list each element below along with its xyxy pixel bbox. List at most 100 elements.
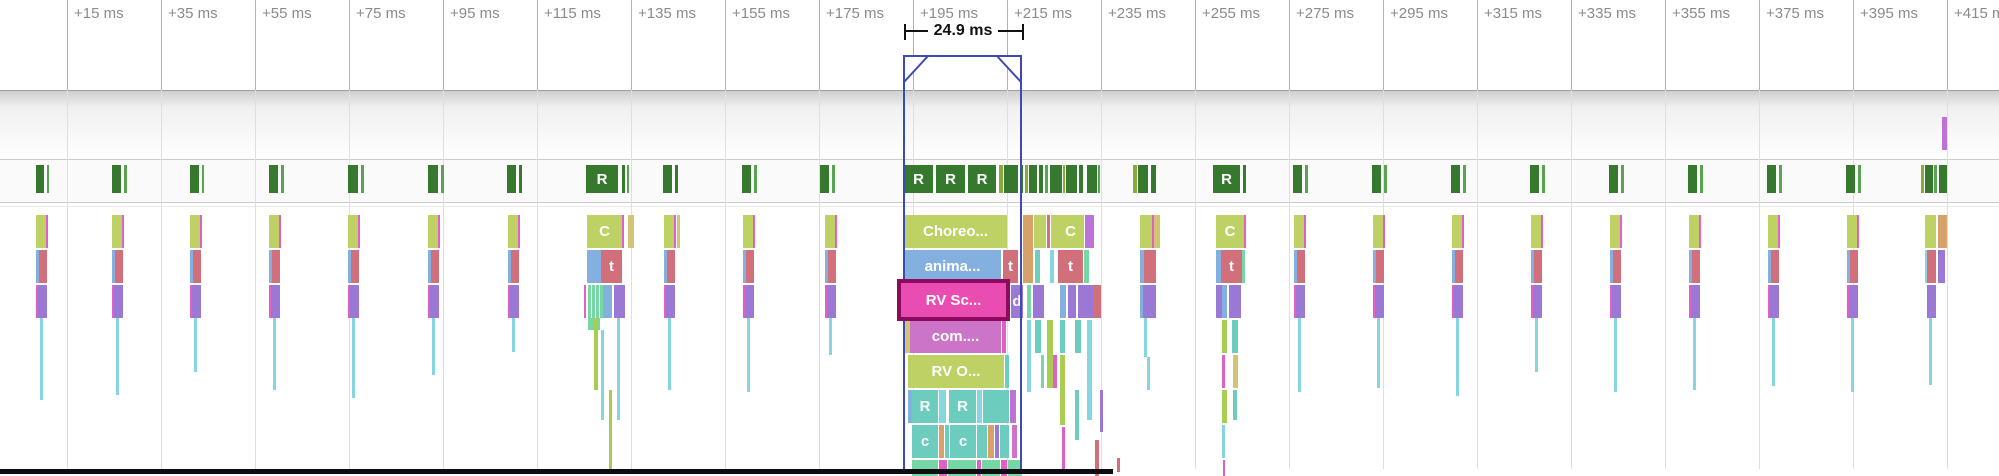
trace-event-bar[interactable] [828,250,836,283]
selection-right-handle[interactable] [996,55,1022,83]
frame-activity-bar[interactable] [675,165,678,193]
trace-event-bar[interactable] [1383,215,1385,248]
frame-activity-bar[interactable] [507,165,516,193]
trace-event-bar[interactable] [609,390,612,472]
trace-event-bar[interactable] [1222,425,1225,458]
frame-activity-bar[interactable] [1688,165,1697,193]
trace-event-bar[interactable] [1233,390,1237,420]
trace-event-bar[interactable] [1938,215,1947,248]
trace-event-bar[interactable] [46,215,48,248]
frame-activity-bar[interactable] [112,165,121,193]
trace-event-bar[interactable] [1531,250,1534,283]
frame-activity-bar[interactable] [1700,165,1703,193]
trace-event-bar[interactable] [1770,285,1779,318]
trace-event-bar[interactable] [200,215,202,248]
trace-event-bar[interactable] [1847,215,1857,248]
trace-event-bar[interactable] [1847,250,1850,283]
trace-event-bar[interactable] [428,250,431,283]
trace-event-bar[interactable] [1078,285,1094,318]
interaction-mark-bar[interactable] [1942,117,1947,150]
trace-event-bar[interactable] [600,285,603,318]
trace-event-bar[interactable] [1084,250,1089,283]
selection-left-handle[interactable] [903,55,929,83]
trace-event-bar[interactable] [1772,318,1775,386]
trace-event-bar[interactable] [1610,215,1620,248]
frame-activity-bar[interactable]: R [1213,165,1240,193]
trace-event-bar[interactable]: R [949,390,976,423]
trace-event-bar[interactable] [430,285,439,318]
trace-event-bar[interactable] [1373,215,1383,248]
trace-event-bar[interactable] [36,215,46,248]
trace-event-bar[interactable] [1691,285,1700,318]
trace-event-bar[interactable] [1140,250,1144,283]
frame-activity-bar[interactable] [754,165,757,193]
trace-event-bar[interactable]: t [601,250,622,283]
trace-event-bar[interactable] [1610,285,1612,318]
trace-event-bar[interactable] [1144,318,1147,357]
trace-event-bar[interactable] [38,285,47,318]
trace-event-bar[interactable] [1027,320,1031,392]
trace-event-bar[interactable] [601,330,604,420]
trace-event-bar[interactable] [1462,215,1464,248]
trace-event-bar[interactable] [1850,250,1858,283]
trace-event-bar[interactable] [1147,357,1150,390]
trace-event-bar[interactable] [596,285,599,318]
trace-event-bar[interactable] [1612,285,1621,318]
trace-event-bar[interactable] [279,215,281,248]
trace-event-bar[interactable] [1297,250,1305,283]
trace-event-bar[interactable] [1857,215,1859,248]
frame-activity-bar[interactable] [1066,165,1077,193]
trace-event-bar[interactable] [743,285,745,318]
trace-event-bar[interactable] [518,215,520,248]
trace-event-bar[interactable] [1535,318,1538,372]
trace-event-bar[interactable] [1304,215,1306,248]
trace-event-bar[interactable] [1294,285,1296,318]
trace-event-bar[interactable] [1534,250,1542,283]
trace-event-bar[interactable] [1938,250,1945,283]
trace-event-bar[interactable] [1692,250,1700,283]
trace-event-bar[interactable] [1452,215,1462,248]
trace-event-bar[interactable] [1222,320,1227,353]
trace-event-bar[interactable] [1222,355,1225,388]
trace-event-bar[interactable] [664,250,667,283]
frame-activity-bar[interactable] [1609,165,1618,193]
trace-event-bar[interactable] [1216,250,1221,283]
frame-activity-bar[interactable] [1151,165,1156,193]
trace-event-bar[interactable] [617,318,620,420]
trace-event-bar[interactable] [1689,215,1699,248]
trace-event-bar[interactable] [1216,285,1222,318]
trace-event-bar[interactable] [1377,318,1380,388]
trace-event-bar[interactable] [1456,318,1459,396]
frame-activity-bar[interactable] [281,165,284,193]
trace-event-bar[interactable] [1768,215,1778,248]
trace-event-bar[interactable] [36,285,38,318]
trace-event-bar[interactable] [827,285,836,318]
trace-event-bar[interactable] [977,425,987,458]
frame-activity-bar[interactable] [1779,165,1782,193]
trace-event-bar[interactable] [995,425,999,458]
frame-activity-bar[interactable] [1039,165,1043,193]
trace-event-bar[interactable] [39,250,47,283]
frame-activity-bar[interactable] [1767,165,1776,193]
trace-event-bar[interactable] [1222,285,1227,318]
frame-activity-bar[interactable] [1451,165,1460,193]
trace-event-bar[interactable] [1023,215,1033,283]
trace-event-bar[interactable] [122,215,124,248]
trace-event-bar[interactable] [1035,250,1040,283]
track-divider-band[interactable] [0,90,1999,106]
trace-event-bar[interactable] [1027,285,1031,318]
trace-event-bar[interactable] [116,318,119,395]
trace-event-bar[interactable] [977,460,981,476]
trace-event-bar[interactable] [508,250,511,283]
trace-event-bar[interactable]: C [1057,215,1084,248]
trace-event-bar[interactable] [1455,250,1463,283]
trace-event-bar[interactable] [1000,425,1009,458]
frame-activity-bar[interactable] [1087,165,1097,193]
trace-event-bar[interactable] [36,250,39,283]
trace-event-bar[interactable] [1154,215,1160,248]
trace-event-bar[interactable] [1010,390,1016,423]
trace-event-bar[interactable] [510,285,519,318]
trace-event-bar[interactable] [1768,285,1770,318]
trace-event-bar[interactable] [1298,318,1301,392]
trace-event-bar[interactable] [1693,318,1696,390]
